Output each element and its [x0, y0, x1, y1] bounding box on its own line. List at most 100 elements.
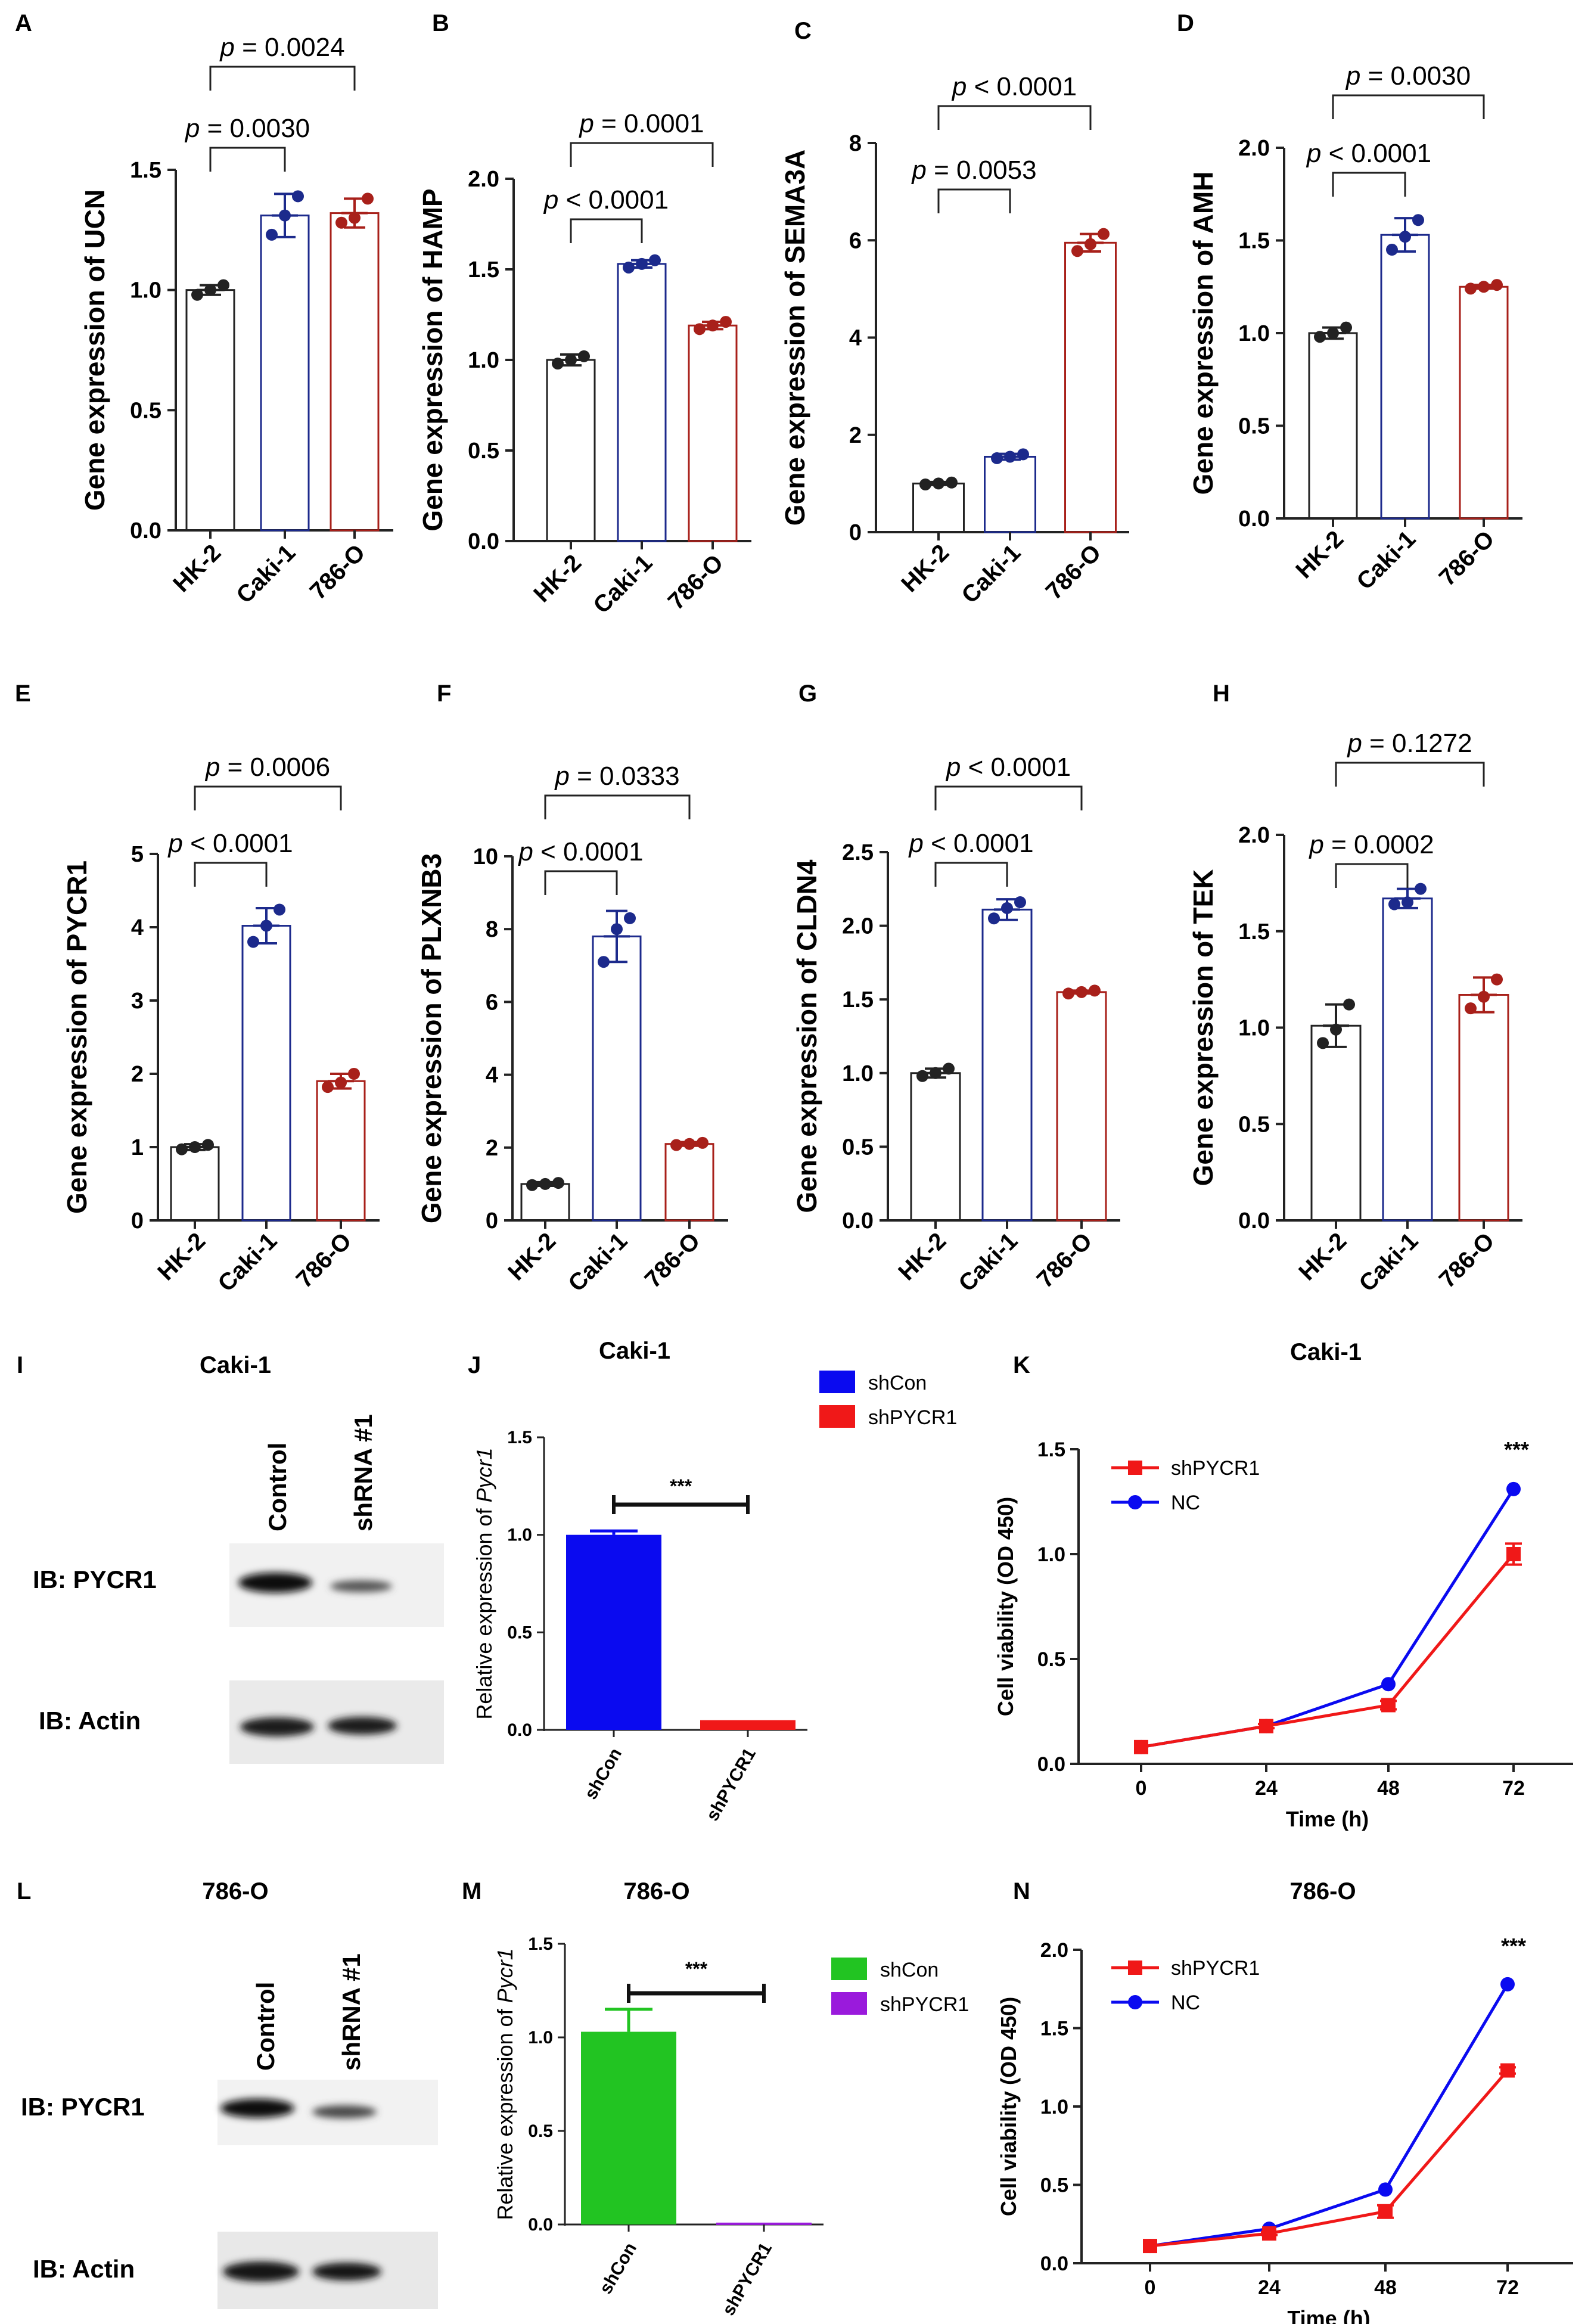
data-point — [217, 279, 229, 291]
panel-B-chart: B 0.0 0.5 1.0 1.5 2.0 Gene expression of HAMP H… — [417, 10, 751, 619]
x-tick-label: HK-2 — [1294, 1228, 1351, 1285]
panel-C-chart: C 0 2 4 6 8 Gene expression of SEMA3A HK-2 Caki-… — [779, 18, 1129, 608]
lane-label: Control — [251, 1982, 279, 2071]
y-tick-label: 0.5 — [842, 1135, 874, 1160]
data-point — [624, 912, 636, 924]
data-point — [247, 936, 259, 948]
chart-title: Caki-1 — [1290, 1339, 1362, 1365]
significance-bracket — [1332, 94, 1485, 119]
protein-band — [328, 1717, 397, 1735]
p-value-label: p < 0.0001 — [167, 829, 293, 858]
x-tick-label: shPYCR1 — [719, 2239, 776, 2319]
panel-H-chart: H 0.0 0.5 1.0 1.5 2.0 Gene expression of TEK HK… — [1188, 681, 1522, 1297]
p-symbol: p — [578, 109, 593, 138]
p-value-label: p = 0.1272 — [1346, 729, 1472, 758]
x-tick-label: HK-2 — [1291, 526, 1348, 583]
series-line-shpycr1 — [1141, 1553, 1515, 1749]
data-point — [348, 1068, 360, 1080]
data-point — [1399, 231, 1411, 243]
protein-band — [312, 2263, 381, 2280]
data-point — [1259, 1719, 1273, 1733]
p-value-label: p < 0.0001 — [945, 753, 1071, 782]
data-point — [204, 284, 216, 296]
bar-786-o — [1056, 991, 1107, 1222]
significance-bracket — [934, 785, 1083, 810]
y-axis-label: Relative expression of Pycr1 — [493, 1948, 517, 2220]
significance-bracket — [194, 862, 268, 887]
y-tick-label: 1.5 — [1040, 2018, 1068, 2040]
series-line-shpycr1 — [1149, 2069, 1509, 2248]
data-point — [1071, 245, 1083, 257]
p-value-label: p = 0.0030 — [184, 114, 310, 143]
lane-label: shRNA #1 — [337, 1953, 365, 2071]
significance-marker: *** — [1504, 1437, 1529, 1462]
y-tick-label: 1 — [131, 1135, 144, 1160]
y-tick-label: 2.0 — [1238, 823, 1270, 848]
legend-label: shCon — [880, 1959, 939, 1981]
y-tick-label: 1.5 — [528, 1934, 553, 1954]
p-value-label: p = 0.0030 — [1345, 61, 1471, 91]
bar-786-o — [1459, 285, 1509, 520]
y-tick-label: 10 — [473, 844, 498, 869]
p-value: < 0.0001 — [183, 829, 293, 858]
y-tick-label: 1.0 — [1238, 1016, 1270, 1041]
p-value: = 0.0024 — [235, 33, 345, 62]
x-tick-label: shPYCR1 — [703, 1745, 760, 1824]
p-symbol: p — [945, 753, 961, 782]
data-point — [636, 257, 648, 270]
p-value: < 0.0001 — [533, 837, 644, 866]
panel-L-western-blot: L 786-O Control shRNA #1 IB: PYCR1 IB: A… — [17, 1878, 438, 2309]
p-symbol: p — [1345, 61, 1360, 91]
y-tick-label: 0.5 — [528, 2121, 553, 2141]
data-point — [1388, 898, 1400, 911]
x-tick-label: 786-O — [1434, 526, 1500, 591]
y-tick-label: 6 — [849, 228, 862, 253]
protein-band — [220, 2099, 294, 2118]
p-value-label: p = 0.0024 — [219, 33, 344, 62]
x-tick-label: Caki-1 — [1351, 526, 1421, 595]
x-tick-label: shCon — [596, 2239, 641, 2297]
y-tick-label: 0.5 — [1037, 1648, 1065, 1671]
data-point — [1381, 1677, 1396, 1692]
data-point — [335, 216, 347, 229]
significance-bracket — [1335, 762, 1485, 787]
data-point — [1506, 1481, 1521, 1496]
significance-bracket — [544, 870, 618, 895]
data-point — [1134, 1739, 1148, 1754]
panel-letter: D — [1177, 10, 1194, 36]
blot-row-label: IB: Actin — [39, 1707, 141, 1735]
blot-row-label: IB: PYCR1 — [21, 2093, 145, 2121]
significance-bracket — [1335, 863, 1409, 888]
y-tick-label: 0.5 — [507, 1623, 532, 1642]
data-point — [598, 956, 610, 968]
data-point — [1317, 1037, 1329, 1049]
y-axis-label: Gene expression of CLDN4 — [791, 859, 822, 1213]
panel-G-chart: G 0.0 0.5 1.0 1.5 2.0 2.5 Gene expression of CL… — [791, 681, 1120, 1297]
bar-caki-1 — [1382, 897, 1433, 1222]
y-tick-label: 1.5 — [468, 257, 499, 282]
significance-bracket — [570, 142, 714, 167]
x-axis-label: Time (h) — [1286, 1807, 1369, 1831]
y-tick-label: 0.0 — [1238, 507, 1270, 532]
p-symbol: p — [1306, 139, 1321, 168]
y-tick-label: 3 — [131, 989, 144, 1014]
y-tick-label: 0.0 — [1037, 1753, 1065, 1776]
data-point — [1500, 2063, 1515, 2078]
y-tick-label: 1.0 — [130, 278, 161, 303]
y-tick-label: 0.0 — [130, 518, 161, 543]
y-axis-label: Relative expression of Pycr1 — [472, 1447, 496, 1719]
y-axis-label: Gene expression of PLXNB3 — [416, 853, 447, 1223]
data-point — [1386, 244, 1398, 256]
y-tick-label: 2.0 — [468, 167, 499, 192]
data-point — [266, 228, 278, 241]
y-tick-label: 0 — [131, 1208, 144, 1234]
data-point — [988, 912, 1000, 925]
data-point — [539, 1177, 551, 1190]
legend-label: NC — [1171, 1991, 1200, 2014]
p-value-label: p < 0.0001 — [517, 837, 643, 866]
bar-caki-1 — [241, 925, 291, 1222]
data-point — [1340, 321, 1352, 334]
p-value: = 0.0006 — [220, 753, 330, 782]
data-point — [623, 261, 635, 274]
